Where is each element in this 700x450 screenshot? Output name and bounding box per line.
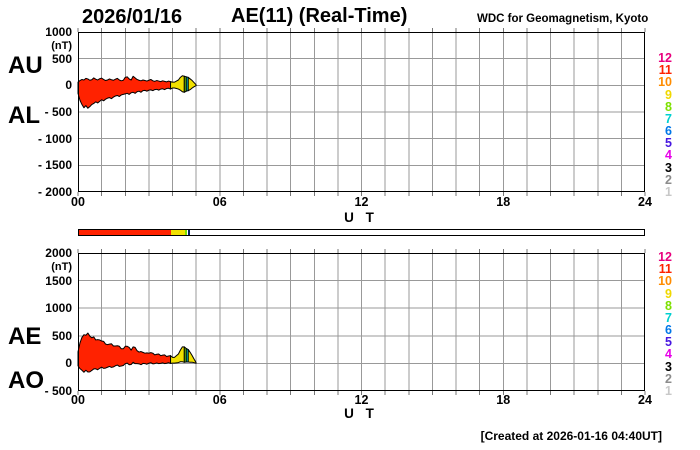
date-label: 2026/01/16 [82,6,183,28]
legend-count-item: 5 [665,136,672,151]
y-tick-label: 1000 [45,25,72,39]
y-tick-label: 500 [51,51,72,66]
x-tick-label: 06 [212,393,227,407]
y-tick-label: 0 [65,78,72,93]
y-tick-label: - 500 [44,105,72,119]
legend-count-item: 5 [665,335,672,350]
legend-count-item: 10 [658,274,672,289]
ut-axis-label-bottom: U T [344,406,378,421]
al-index-label: AL [8,102,40,129]
x-tick-label: 18 [496,393,511,407]
legend-count-item: 6 [665,323,672,338]
y-tick-label: 0 [65,356,72,371]
legend-count-item: 4 [665,148,672,163]
bottom-plot-ae-ao [77,249,646,395]
x-tick-label: 24 [638,393,652,407]
y-tick-label: 500 [51,328,72,343]
legend-count-item: 1 [665,383,672,398]
bottom-plot-y-axis-labels: 2000 1500 1000 500 0 - 500 (nT) [0,247,75,398]
legend-count-item: 4 [665,347,672,362]
station-count-legend-bottom: 12 11 10 9 8 7 6 5 4 3 2 1 [650,251,672,397]
availability-segment [184,230,187,235]
x-tick-label: 18 [496,195,511,209]
y-tick-label: 1500 [45,273,72,288]
legend-count-item: 10 [658,75,672,90]
bottom-plot-x-axis-labels: 00 06 12 18 24 [71,393,652,408]
top-plot-au-al [77,28,646,196]
legend-count-item: 7 [665,310,672,325]
data-availability-bar [78,229,645,236]
organization-label: WDC for Geomagnetism, Kyoto [477,13,649,25]
station-count-legend-top: 12 11 10 9 8 7 6 5 4 3 2 1 [650,52,672,198]
legend-count-item: 11 [658,262,672,277]
y-tick-label: - 1500 [37,158,72,173]
legend-count-item: 9 [665,286,672,301]
x-tick-label: 24 [638,195,652,209]
legend-count-item: 9 [665,87,672,102]
legend-count-item: 7 [665,111,672,126]
y-tick-label: 2000 [45,246,72,260]
y-tick-label: - 2000 [37,185,72,199]
x-tick-label: 12 [354,393,369,407]
x-tick-label: 00 [71,393,85,407]
legend-count-item: 2 [665,172,672,187]
nt-unit-label: (nT) [51,261,72,273]
ao-index-label: AO [8,367,44,394]
availability-segment [171,230,185,235]
legend-count-item: 3 [665,160,672,175]
legend-count-item: 12 [658,250,672,264]
ut-axis-label-top: U T [344,210,378,225]
x-tick-label: 12 [354,195,369,209]
y-tick-label: - 500 [44,384,72,398]
legend-count-item: 2 [665,371,672,386]
top-plot-y-axis-labels: 1000 500 0 - 500 - 1000 - 1500 - 2000 (nT) [0,26,75,199]
current-time-marker [188,230,191,235]
created-at-note: [Created at 2026-01-16 04:40UT] [480,429,662,443]
legend-count-item: 11 [658,63,672,78]
legend-count-item: 8 [665,99,672,114]
index-trace-segment [77,332,172,373]
x-tick-label: 06 [212,195,227,209]
legend-count-item: 3 [665,359,672,374]
index-trace-segment [187,349,197,364]
index-trace-segment [187,76,197,92]
legend-count-item: 12 [658,51,672,65]
y-tick-label: - 1000 [37,131,72,146]
index-trace-segment [77,75,172,109]
nt-unit-label: (nT) [51,40,72,52]
top-plot-x-axis-labels: 00 06 12 18 24 [71,195,652,210]
legend-count-item: 6 [665,124,672,139]
legend-count-item: 1 [665,184,672,199]
legend-count-item: 8 [665,298,672,313]
x-tick-label: 00 [71,195,85,209]
page-title: AE(11) (Real-Time) [231,5,408,27]
au-index-label: AU [8,52,43,79]
ae-index-label: AE [8,323,42,350]
availability-segment [79,230,172,235]
y-tick-label: 1000 [45,301,72,316]
